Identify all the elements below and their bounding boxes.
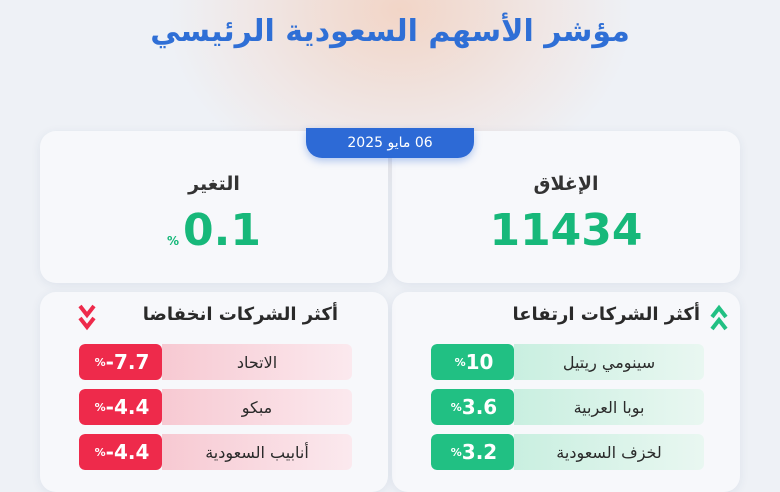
loser-number: -4.4 [105,440,150,464]
gainer-value: % 10 [431,344,514,380]
date-badge: 06 مايو 2025 [306,128,474,158]
loser-number: -4.4 [105,395,150,419]
gainer-number: 10 [465,350,494,374]
page-title: مؤشر الأسهم السعودية الرئيسي [150,14,630,49]
gainers-title: أكثر الشركات ارتفاعا [512,304,700,325]
loser-value: % -4.4 [79,389,162,425]
gainer-row: بوبا العربية % 3.6 [431,389,704,425]
gainer-row: سينومي ريتيل % 10 [431,344,704,380]
loser-unit: % [94,445,106,459]
gainer-name: سينومي ريتيل [514,344,704,380]
change-unit: % [167,234,180,248]
loser-row: الاتحاد % -7.7 [79,344,352,380]
close-value: 11434 [489,205,643,256]
loser-name: مبكو [162,389,352,425]
gainers-card: أكثر الشركات ارتفاعا سينومي ريتيل % 10 بو… [392,292,740,492]
change-label: التغير [188,173,240,195]
gainer-unit: % [450,400,462,414]
close-label: الإغلاق [533,173,599,195]
gainer-number: 3.2 [461,440,498,464]
change-value: 0.1 [183,205,261,256]
loser-value: % -4.4 [79,434,162,470]
change-value-wrap: %0.1 [40,205,388,256]
losers-title: أكثر الشركات انخفاضا [142,304,338,325]
loser-number: -7.7 [105,350,150,374]
loser-row: مبكو % -4.4 [79,389,352,425]
gainer-number: 3.6 [461,395,498,419]
loser-name: الاتحاد [162,344,352,380]
gainer-name: بوبا العربية [514,389,704,425]
loser-unit: % [94,355,106,369]
gainer-value: % 3.2 [431,434,514,470]
gainer-row: لخزف السعودية % 3.2 [431,434,704,470]
double-chevron-up-icon [710,302,728,340]
gainer-name: لخزف السعودية [514,434,704,470]
gainer-unit: % [450,445,462,459]
gainer-value: % 3.6 [431,389,514,425]
loser-row: أنابيب السعودية % -4.4 [79,434,352,470]
loser-unit: % [94,400,106,414]
loser-name: أنابيب السعودية [162,434,352,470]
losers-card: أكثر الشركات انخفاضا الاتحاد % -7.7 مبكو … [40,292,388,492]
double-chevron-down-icon [78,300,96,338]
gainer-unit: % [454,355,466,369]
loser-value: % -7.7 [79,344,162,380]
